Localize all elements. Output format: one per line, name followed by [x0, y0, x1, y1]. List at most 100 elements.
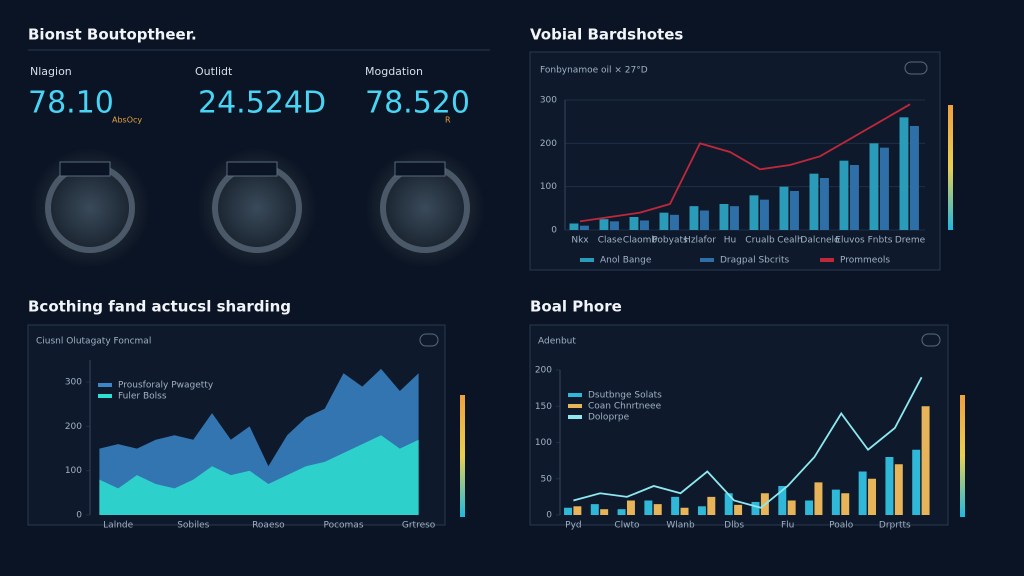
- bar: [841, 493, 850, 515]
- bar: [820, 178, 829, 230]
- kpi-label: Outlidt: [195, 65, 233, 78]
- x-tick-label: Claomb: [623, 236, 658, 246]
- bar: [724, 493, 733, 515]
- line: [579, 103, 911, 223]
- menu-button[interactable]: [921, 333, 941, 347]
- legend-label: Fuler Bolss: [118, 392, 167, 402]
- legend-swatch: [98, 394, 112, 398]
- bar: [899, 117, 909, 230]
- line: [573, 376, 923, 509]
- kpi-value: 78.10: [28, 86, 114, 121]
- x-tick-label: Crualb: [745, 236, 775, 246]
- x-tick-label: Eluvos: [835, 236, 865, 246]
- color-scale: [460, 395, 465, 517]
- x-tick-label: Pyd: [565, 521, 581, 531]
- menu-button[interactable]: [419, 333, 439, 347]
- y-tick-label: 0: [551, 226, 557, 236]
- panel: [529, 324, 949, 526]
- kpi-value: 24.524D: [198, 86, 326, 121]
- bar: [790, 191, 799, 230]
- kpi-value: 78.520: [365, 86, 470, 121]
- bar: [839, 160, 849, 230]
- x-tick-label: Fnbts: [868, 236, 893, 246]
- area: [99, 435, 419, 515]
- bar: [858, 471, 867, 515]
- bar: [617, 509, 626, 515]
- legend-swatch: [700, 258, 714, 262]
- bar: [751, 501, 760, 515]
- bar: [610, 221, 619, 230]
- bar: [700, 210, 709, 230]
- bar: [850, 165, 859, 230]
- bar: [734, 504, 743, 515]
- bar: [573, 506, 582, 515]
- bar: [580, 225, 589, 230]
- bar: [809, 173, 819, 230]
- y-tick-label: 150: [535, 402, 552, 412]
- x-tick-label: Nkx: [571, 236, 589, 246]
- x-tick-label: Clase: [598, 236, 623, 246]
- kpi-note: R: [445, 116, 451, 125]
- x-tick-label: Dalcnelo: [800, 236, 840, 246]
- bar: [719, 204, 729, 230]
- menu-button[interactable]: [904, 61, 928, 75]
- y-tick-label: 100: [535, 438, 552, 448]
- section-title: Vobial Bardshotes: [530, 26, 683, 44]
- x-tick-label: Pobyats: [652, 236, 688, 246]
- y-tick-label: 100: [65, 466, 82, 476]
- bar: [569, 223, 579, 230]
- legend-label: Prommeols: [840, 256, 890, 266]
- x-tick-label: Sobiles: [177, 521, 209, 531]
- y-tick-label: 0: [76, 511, 82, 521]
- bar: [590, 504, 599, 515]
- bar: [880, 147, 889, 230]
- y-tick-label: 300: [540, 96, 557, 106]
- x-tick-label: Clwto: [614, 521, 640, 531]
- bar: [600, 509, 609, 515]
- legend-swatch: [568, 415, 582, 419]
- legend-label: Anol Bange: [600, 256, 652, 266]
- legend-swatch: [580, 258, 594, 262]
- legend-swatch: [568, 393, 582, 397]
- bar: [680, 507, 689, 515]
- legend-label: Prousforaly Pwagetty: [118, 381, 214, 391]
- y-tick-label: 200: [535, 366, 552, 376]
- bar: [629, 217, 639, 230]
- y-tick-label: 50: [541, 474, 553, 484]
- y-tick-label: 200: [65, 422, 82, 432]
- bar: [910, 126, 919, 230]
- bar: [644, 500, 653, 515]
- bar: [653, 504, 662, 515]
- x-tick-label: Pocomas: [323, 521, 363, 531]
- x-tick-label: Grtreso: [402, 521, 436, 531]
- bar: [626, 500, 635, 515]
- legend-swatch: [98, 383, 112, 387]
- x-tick-label: Lalnde: [103, 521, 133, 531]
- bar: [869, 143, 879, 230]
- x-tick-label: Wlanb: [666, 521, 695, 531]
- bar: [831, 489, 840, 515]
- color-scale: [948, 105, 953, 230]
- x-tick-label: Roaeso: [252, 521, 285, 531]
- bar: [921, 406, 930, 515]
- chart-title: Ciusnl Olutagaty Foncmal: [36, 337, 151, 347]
- x-tick-label: Dlbs: [724, 521, 744, 531]
- legend-label: Dragpal Sbcrits: [720, 256, 790, 266]
- x-tick-label: Drprtts: [879, 521, 911, 531]
- bar: [787, 500, 796, 515]
- legend-swatch: [820, 258, 834, 262]
- bar: [749, 195, 759, 230]
- bar: [912, 449, 921, 515]
- chart-title: Adenbut: [538, 337, 576, 347]
- legend-swatch: [568, 404, 582, 408]
- bar: [599, 219, 609, 230]
- legend-label: Coan Chnrtneee: [588, 402, 662, 412]
- bar: [670, 214, 679, 230]
- header-title: Bionst Boutoptheer.: [28, 26, 197, 44]
- section-title: Boal Phore: [530, 298, 622, 316]
- chart-title: Fonbynamoe oil × 27°D: [540, 66, 648, 76]
- x-tick-label: Poalo: [829, 521, 854, 531]
- bar: [730, 206, 739, 230]
- bar: [697, 506, 706, 515]
